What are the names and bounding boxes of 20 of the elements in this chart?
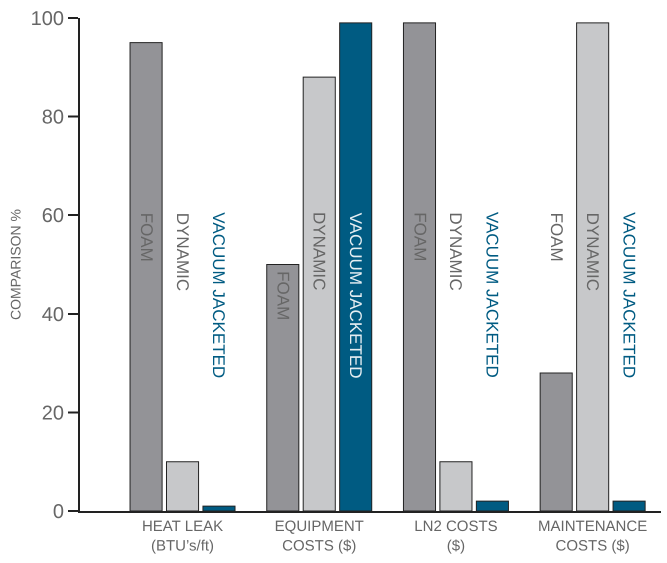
y-tick-label: 20	[42, 402, 64, 424]
x-tick-label: HEAT LEAK (BTU’s/ft)	[142, 518, 224, 554]
text: DYNAMIC	[310, 212, 329, 290]
y-tick-label: 0	[52, 501, 64, 523]
x-tick-label: EQUIPMENT COSTS ($)	[274, 518, 364, 554]
text: VACUUM JACKETED	[209, 212, 228, 378]
y-axis-title: COMPARISON %	[8, 209, 24, 320]
series-label: VACUUM JACKETED	[346, 212, 365, 379]
x-tick-label: LN2 COSTS ($)	[414, 518, 498, 554]
y-tick-label: 80	[42, 106, 64, 129]
y-tick-label: 60	[42, 205, 64, 228]
y-tick-label: 100	[30, 8, 64, 30]
text: VACUUM JACKETED	[619, 212, 638, 378]
y-tick-label: 40	[42, 304, 64, 326]
series-label: DYNAMIC	[582, 212, 602, 292]
text: DYNAMIC	[446, 212, 466, 291]
x-tick-label: MAINTENANCE COSTS ($)	[538, 518, 648, 554]
text: FOAM	[546, 212, 566, 262]
text: DYNAMIC	[172, 212, 192, 292]
text: VACUUM JACKETED	[482, 212, 502, 378]
